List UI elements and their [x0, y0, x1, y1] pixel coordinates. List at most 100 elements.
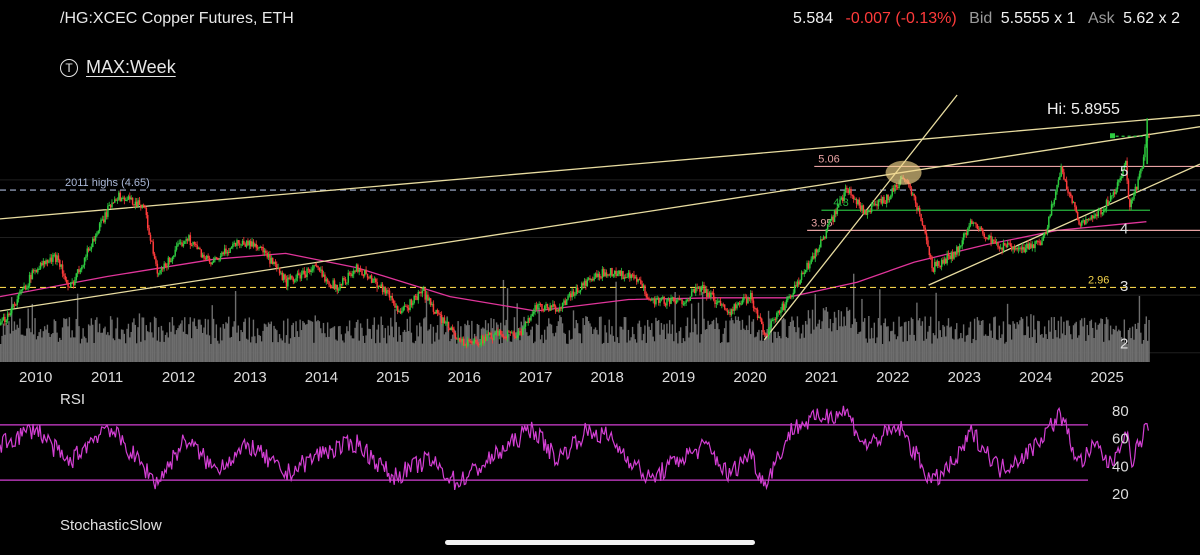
- volume-bar: [723, 328, 726, 362]
- candle-body: [293, 280, 296, 282]
- volume-bar: [406, 318, 408, 362]
- candle-body: [370, 275, 373, 283]
- volume-bar: [445, 332, 447, 362]
- candle-body: [260, 247, 263, 249]
- volume-bar: [438, 339, 440, 362]
- volume-bar: [439, 316, 441, 362]
- candle-body: [914, 196, 917, 204]
- candle-body: [789, 296, 792, 298]
- candle-body: [668, 299, 671, 304]
- volume-bar: [232, 326, 234, 362]
- volume-bar: [811, 309, 814, 362]
- volume-bar: [1131, 326, 1134, 362]
- ask-value: 5.62 x 2: [1123, 10, 1180, 27]
- volume-bar: [278, 334, 281, 362]
- candle-body: [729, 311, 731, 316]
- candle-body: [859, 205, 862, 210]
- volume-bar: [597, 334, 599, 362]
- candle-body: [1070, 193, 1072, 197]
- volume-bar: [535, 323, 538, 362]
- candle-body: [777, 310, 779, 313]
- candle-body: [387, 290, 389, 292]
- volume-bar: [468, 325, 470, 362]
- candle-body: [431, 303, 433, 305]
- volume-bar: [175, 330, 178, 362]
- candle-body: [97, 231, 100, 234]
- candle-body: [217, 257, 219, 260]
- candle-body: [1142, 157, 1145, 168]
- candle-body: [83, 257, 86, 266]
- ask-label: Ask: [1087, 10, 1115, 27]
- volume-bar: [962, 324, 965, 362]
- volume-bar: [222, 323, 224, 362]
- candle-body: [545, 303, 547, 307]
- volume-bar: [909, 334, 911, 362]
- candle-body: [1075, 206, 1078, 213]
- candle-body: [916, 203, 918, 210]
- volume-bar: [1097, 324, 1099, 362]
- candle-body: [582, 283, 584, 286]
- candle-body: [855, 198, 858, 205]
- volume-bar: [523, 316, 525, 362]
- candle-body: [820, 239, 822, 248]
- candle-body: [657, 298, 660, 303]
- candle-body: [111, 202, 113, 208]
- volume-bar: [644, 325, 646, 362]
- volume-bar: [71, 330, 73, 362]
- period-selector[interactable]: T MAX:Week: [60, 57, 176, 78]
- candle-body: [449, 327, 451, 330]
- candle-body: [190, 244, 193, 246]
- candle-body: [350, 273, 352, 277]
- candle-body: [894, 184, 896, 192]
- volume-bar: [337, 326, 340, 362]
- volume-bar: [322, 322, 325, 362]
- candle-body: [407, 307, 410, 310]
- volume-bar: [1050, 317, 1053, 362]
- candle-body: [104, 212, 106, 223]
- candle-body: [89, 249, 91, 251]
- volume-bar: [443, 334, 446, 362]
- home-indicator[interactable]: [445, 540, 755, 545]
- candle-body: [560, 307, 562, 309]
- candles: [0, 133, 1150, 349]
- candle-body: [782, 303, 785, 311]
- volume-bar: [370, 338, 373, 362]
- candle-body: [351, 274, 354, 277]
- candle-body: [583, 280, 586, 286]
- volume-bar: [747, 330, 749, 362]
- volume-bar: [887, 326, 889, 362]
- volume-bar: [413, 343, 415, 362]
- rsi-tick-label: 40: [1112, 458, 1129, 475]
- candle-body: [678, 299, 681, 301]
- volume-bar: [284, 342, 286, 362]
- candle-body: [192, 242, 194, 246]
- candle-body: [513, 333, 516, 337]
- candle-body: [100, 219, 102, 224]
- candle-body: [413, 296, 415, 303]
- candle-body: [750, 292, 752, 300]
- candle-body: [766, 334, 768, 336]
- volume-bar: [1083, 317, 1086, 362]
- candle-body: [1020, 247, 1023, 250]
- volume-bar: [81, 338, 83, 362]
- volume-bar: [32, 334, 35, 362]
- volume-bar: [24, 335, 27, 362]
- volume-bar: [116, 317, 119, 362]
- volume-bar: [159, 341, 161, 362]
- volume-bar: [969, 321, 972, 362]
- candle-body: [619, 270, 622, 276]
- volume-bar: [877, 318, 880, 362]
- volume-bar: [1081, 318, 1083, 362]
- volume-bar: [376, 329, 378, 362]
- candle-body: [380, 284, 382, 287]
- candle-body: [425, 294, 428, 300]
- volume-bar: [890, 331, 892, 362]
- quote-bar: 5.584 -0.007 (-0.13%) Bid 5.5555 x 1 Ask…: [785, 10, 1180, 28]
- symbol-title[interactable]: /HG:XCEC Copper Futures, ETH: [60, 10, 294, 27]
- volume-bar: [8, 321, 10, 362]
- candle-body: [1059, 176, 1061, 180]
- candle-body: [219, 255, 222, 260]
- candle-body: [412, 302, 414, 306]
- volume-bar: [717, 323, 719, 362]
